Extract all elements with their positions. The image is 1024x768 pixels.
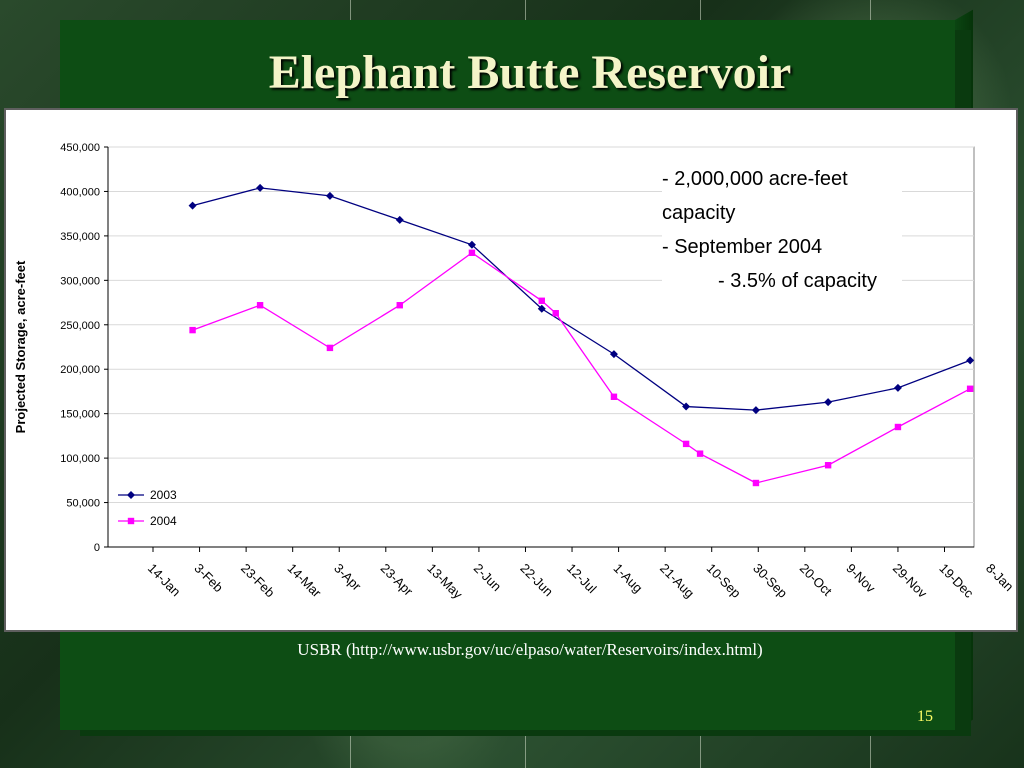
legend: 2003 2004	[118, 488, 177, 528]
x-tick-label: 3-Feb	[191, 561, 226, 596]
legend-marker	[127, 517, 135, 525]
y-tick-label: 0	[94, 542, 100, 554]
y-tick-label: 50,000	[66, 498, 100, 510]
x-tick-label: 12-Jul	[564, 561, 600, 597]
data-point-2004	[752, 479, 760, 487]
data-point-2003	[537, 304, 546, 313]
annotation-line: - 2,000,000 acre-feet	[662, 168, 848, 190]
chart-annotation: - 2,000,000 acre-feet capacity - Septemb…	[662, 162, 902, 298]
y-tick-label: 300,000	[60, 275, 100, 287]
data-point-2004	[894, 423, 902, 431]
source-caption: USBR (http://www.usbr.gov/uc/elpaso/wate…	[297, 640, 763, 659]
x-tick-label: 30-Sep	[750, 561, 790, 601]
y-tick-label: 350,000	[60, 231, 100, 243]
data-point-2003	[256, 183, 265, 192]
y-tick-label: 450,000	[60, 142, 100, 154]
legend-label: 2004	[150, 514, 177, 528]
x-tick-label: 14-Jan	[145, 561, 184, 600]
data-point-2003	[395, 215, 404, 224]
data-point-2003	[682, 402, 691, 411]
annotation-line: - 3.5% of capacity	[718, 270, 877, 292]
y-tick-label: 200,000	[60, 364, 100, 376]
y-tick-label: 100,000	[60, 453, 100, 465]
data-point-2003	[893, 383, 902, 392]
x-tick-label: 10-Sep	[704, 561, 744, 601]
series-line-2004	[192, 251, 971, 484]
data-point-2003	[609, 350, 618, 359]
y-tick-label: 150,000	[60, 409, 100, 421]
data-point-2004	[682, 440, 690, 448]
data-point-2004	[396, 302, 403, 309]
annotation-line: capacity	[662, 202, 736, 224]
legend-marker	[127, 491, 135, 499]
legend-label: 2003	[150, 488, 177, 502]
y-tick-label: 400,000	[60, 186, 100, 198]
data-point-2003	[325, 191, 334, 200]
x-tick-label: 29-Nov	[890, 561, 931, 602]
data-point-2004	[326, 344, 334, 352]
data-point-2004	[610, 393, 618, 400]
data-point-2004	[256, 302, 264, 309]
x-tick-label: 8-Jan	[983, 561, 1016, 595]
x-tick-label: 2-Jun	[471, 561, 505, 595]
x-tick-label: 22-Jun	[517, 561, 556, 600]
x-tick-label: 19-Dec	[936, 561, 977, 602]
data-point-2004	[824, 462, 832, 469]
data-point-2003	[966, 356, 975, 365]
data-point-2003	[467, 240, 476, 249]
chart: 0 50,000 100,000 150,000 200,000 250,000 300,0…	[13, 142, 1016, 603]
series-line-2003	[192, 187, 971, 411]
y-tick-label: 250,000	[60, 320, 100, 332]
x-tick-label: 23-Feb	[238, 561, 278, 601]
data-point-2003	[751, 406, 760, 415]
data-point-2004	[696, 450, 704, 457]
data-point-2003	[824, 398, 833, 407]
x-tick-label: 9-Nov	[843, 561, 878, 596]
data-point-2004	[189, 326, 196, 334]
slide-title: Elephant Butte Reservoir	[268, 46, 792, 99]
annotation-line: - September 2004	[662, 236, 823, 258]
x-tick-label: 21-Aug	[657, 561, 697, 601]
page-number: 15	[917, 708, 933, 725]
data-point-2004	[538, 297, 545, 304]
x-tick-label: 23-Apr	[378, 561, 417, 600]
x-tick-label: 20-Oct	[797, 561, 835, 599]
data-point-2004	[552, 310, 559, 317]
x-tick-label: 14-Mar	[285, 561, 325, 601]
data-point-2003	[188, 201, 197, 210]
data-point-2004	[966, 385, 974, 392]
y-axis-title: Projected Storage, acre-feet	[13, 260, 28, 433]
x-tick-label: 3-Apr	[331, 561, 365, 595]
x-tick-label: 1-Aug	[610, 561, 645, 596]
x-tick-label: 13-May	[424, 561, 466, 603]
data-point-2004	[468, 249, 476, 256]
